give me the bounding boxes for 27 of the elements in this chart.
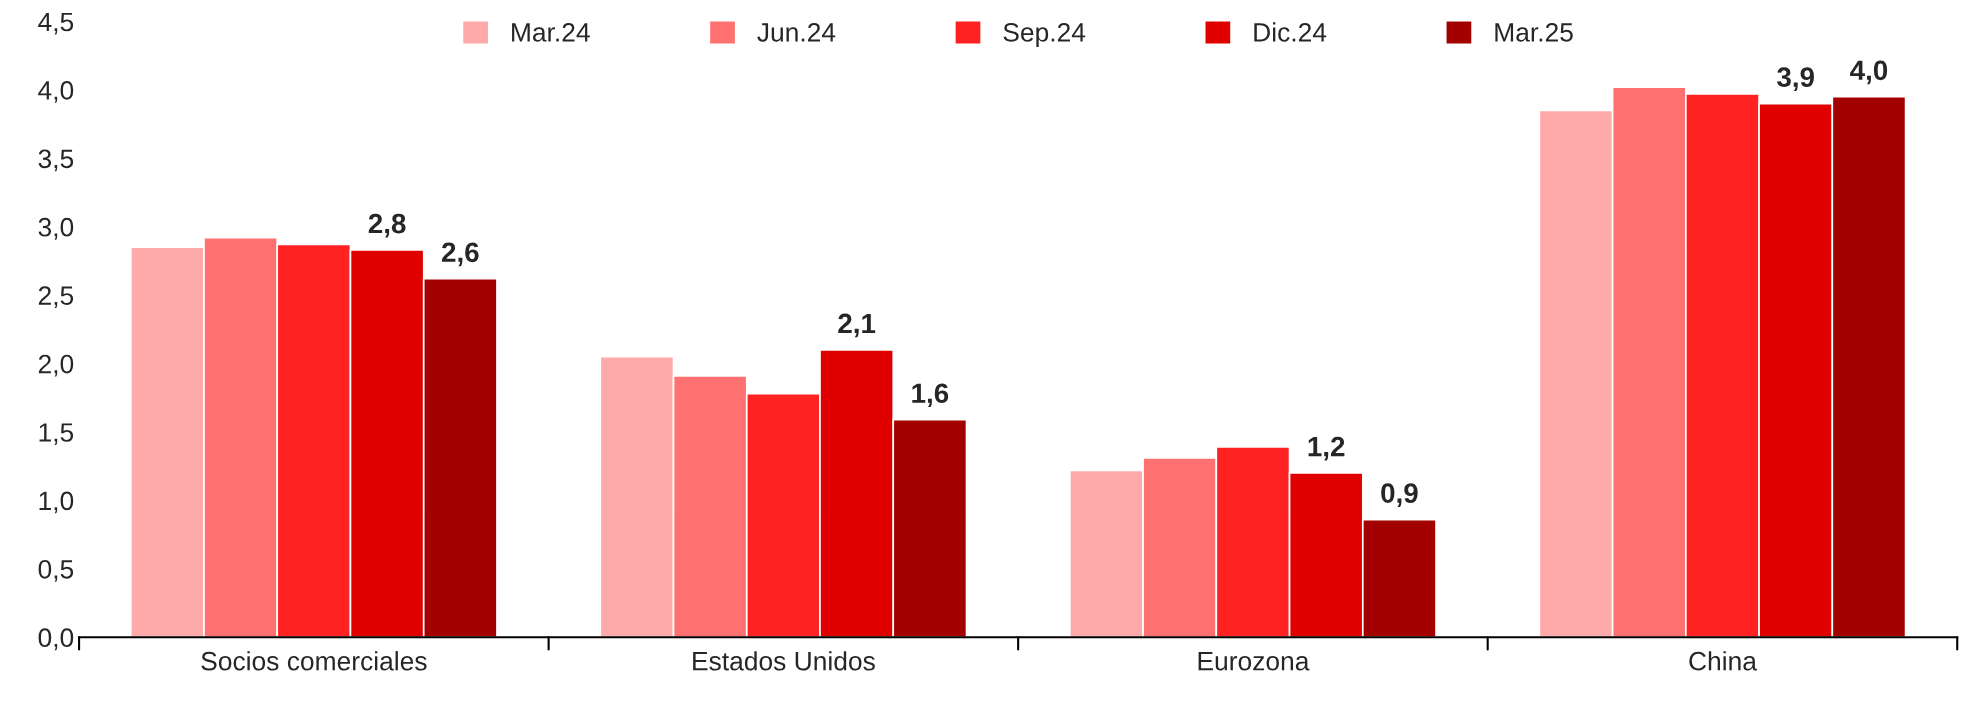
y-tick-label: 3,0 [38, 217, 74, 240]
legend-label: Mar.24 [512, 23, 590, 42]
y-tick-label: 4,5 [38, 12, 74, 35]
data-label: 1,6 [912, 383, 949, 408]
data-label: 2,8 [368, 213, 406, 238]
data-label: 3,9 [1777, 67, 1814, 92]
x-tick-label: China [1689, 651, 1757, 671]
legend-label: Jun.24 [757, 23, 836, 42]
legend-label: Dic.24 [1254, 22, 1327, 42]
y-tick-label: 2,5 [38, 286, 74, 309]
data-label: 0,9 [1381, 483, 1418, 507]
x-tick-label: Estados Unidos [693, 651, 875, 671]
y-tick-label: 1,5 [39, 423, 74, 445]
y-tick-label: 4,0 [38, 81, 74, 103]
x-tick-label: Socios comerciales [201, 651, 427, 671]
data-label: 1,2 [1308, 436, 1345, 461]
y-tick-label: 3,5 [38, 149, 74, 172]
data-label: 4,0 [1850, 60, 1888, 85]
data-label: 2,1 [838, 313, 876, 338]
legend-label: Mar.25 [1495, 23, 1573, 42]
y-tick-label: 0,5 [38, 559, 74, 582]
legend-label: Sep.24 [1003, 23, 1086, 47]
y-tick-label: 0,0 [38, 628, 74, 651]
x-tick-label: Eurozona [1198, 652, 1310, 671]
y-tick-label: 2,0 [38, 354, 74, 377]
data-label: 2,6 [442, 242, 479, 267]
y-tick-label: 1,0 [39, 491, 74, 514]
